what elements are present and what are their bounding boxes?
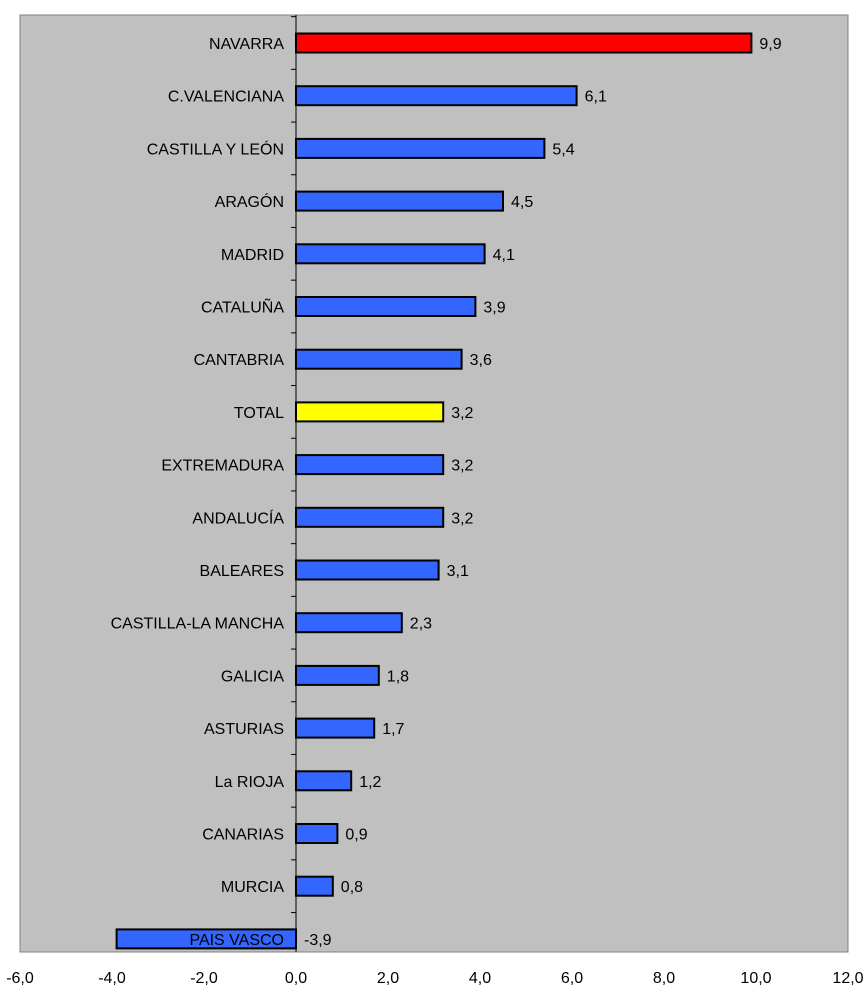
bar bbox=[295, 770, 353, 792]
bar bbox=[295, 612, 403, 634]
bar bbox=[295, 32, 753, 54]
category-label: CANARIAS bbox=[202, 827, 284, 844]
x-tick-label: 8,0 bbox=[653, 970, 675, 987]
x-axis-ticks: -6,0 -4,0 -2,0 0,0 2,0 4,0 6,0 8,0 10,0 12,0 bbox=[6, 970, 863, 987]
category-label: ARAGÓN bbox=[215, 192, 284, 211]
bar bbox=[295, 243, 486, 265]
bar bbox=[295, 401, 445, 423]
category-label: MADRID bbox=[221, 247, 284, 264]
value-label: 0,9 bbox=[345, 827, 367, 844]
category-label: TOTAL bbox=[234, 405, 284, 422]
x-tick-label: -4,0 bbox=[98, 970, 126, 987]
value-label: 3,6 bbox=[470, 352, 492, 369]
bar bbox=[115, 928, 297, 950]
category-labels: NAVARRA C.VALENCIANA CASTILLA Y LEÓN ARAGÓN… bbox=[111, 36, 285, 949]
value-label: 9,9 bbox=[759, 36, 781, 53]
x-tick-label: -2,0 bbox=[190, 970, 218, 987]
bar bbox=[295, 664, 380, 686]
category-label: C.VALENCIANA bbox=[168, 89, 285, 106]
category-label: CASTILLA-LA MANCHA bbox=[111, 616, 285, 633]
bar bbox=[295, 454, 445, 476]
y-axis bbox=[291, 15, 297, 952]
bar bbox=[295, 559, 440, 581]
category-label: PAIS VASCO bbox=[189, 932, 284, 949]
value-label: 6,1 bbox=[585, 89, 607, 106]
category-label: CANTABRIA bbox=[194, 352, 285, 369]
category-label: CASTILLA Y LEÓN bbox=[147, 139, 284, 158]
value-label: 1,2 bbox=[359, 774, 381, 791]
value-labels: 9,9 6,1 5,4 4,5 4,1 3,9 3,6 3,2 3,2 3,2 3,1 2,3 1,8 1… bbox=[304, 36, 782, 949]
x-tick-label: 12,0 bbox=[832, 970, 863, 987]
value-label: 3,1 bbox=[447, 563, 469, 580]
bar bbox=[295, 296, 477, 317]
value-label: 1,7 bbox=[382, 721, 404, 738]
x-tick-label: 2,0 bbox=[377, 970, 399, 987]
bar bbox=[295, 348, 463, 370]
bar bbox=[295, 823, 339, 844]
value-label: 1,8 bbox=[387, 668, 409, 685]
category-label: ASTURIAS bbox=[204, 721, 284, 738]
category-label: CATALUÑA bbox=[201, 297, 284, 317]
category-label: MURCIA bbox=[221, 879, 284, 896]
x-tick-label: 4,0 bbox=[469, 970, 491, 987]
value-label: -3,9 bbox=[304, 932, 332, 949]
plot-area bbox=[19, 14, 849, 953]
category-label: EXTREMADURA bbox=[161, 458, 284, 475]
bar bbox=[295, 717, 376, 739]
value-label: 2,3 bbox=[410, 616, 432, 633]
value-label: 4,5 bbox=[511, 194, 533, 211]
value-label: 3,2 bbox=[451, 458, 473, 475]
x-tick-label: 10,0 bbox=[740, 970, 771, 987]
value-label: 4,1 bbox=[493, 247, 515, 264]
x-tick-label: 6,0 bbox=[561, 970, 583, 987]
bar bbox=[295, 85, 578, 107]
category-label: ANDALUCÍA bbox=[192, 508, 284, 527]
value-label: 0,8 bbox=[341, 879, 363, 896]
category-label: NAVARRA bbox=[209, 36, 284, 53]
bar bbox=[295, 506, 445, 528]
value-label: 3,2 bbox=[451, 510, 473, 527]
bar bbox=[295, 875, 334, 897]
category-label: BALEARES bbox=[200, 563, 284, 580]
bar bbox=[295, 190, 504, 212]
value-label: 3,2 bbox=[451, 405, 473, 422]
bar bbox=[295, 137, 546, 159]
category-label: La RIOJA bbox=[215, 774, 285, 791]
x-tick-label: 0,0 bbox=[285, 970, 307, 987]
value-label: 5,4 bbox=[552, 141, 574, 158]
value-label: 3,9 bbox=[483, 300, 505, 317]
bars bbox=[115, 32, 753, 950]
category-label: GALICIA bbox=[221, 668, 284, 685]
x-tick-label: -6,0 bbox=[6, 970, 34, 987]
